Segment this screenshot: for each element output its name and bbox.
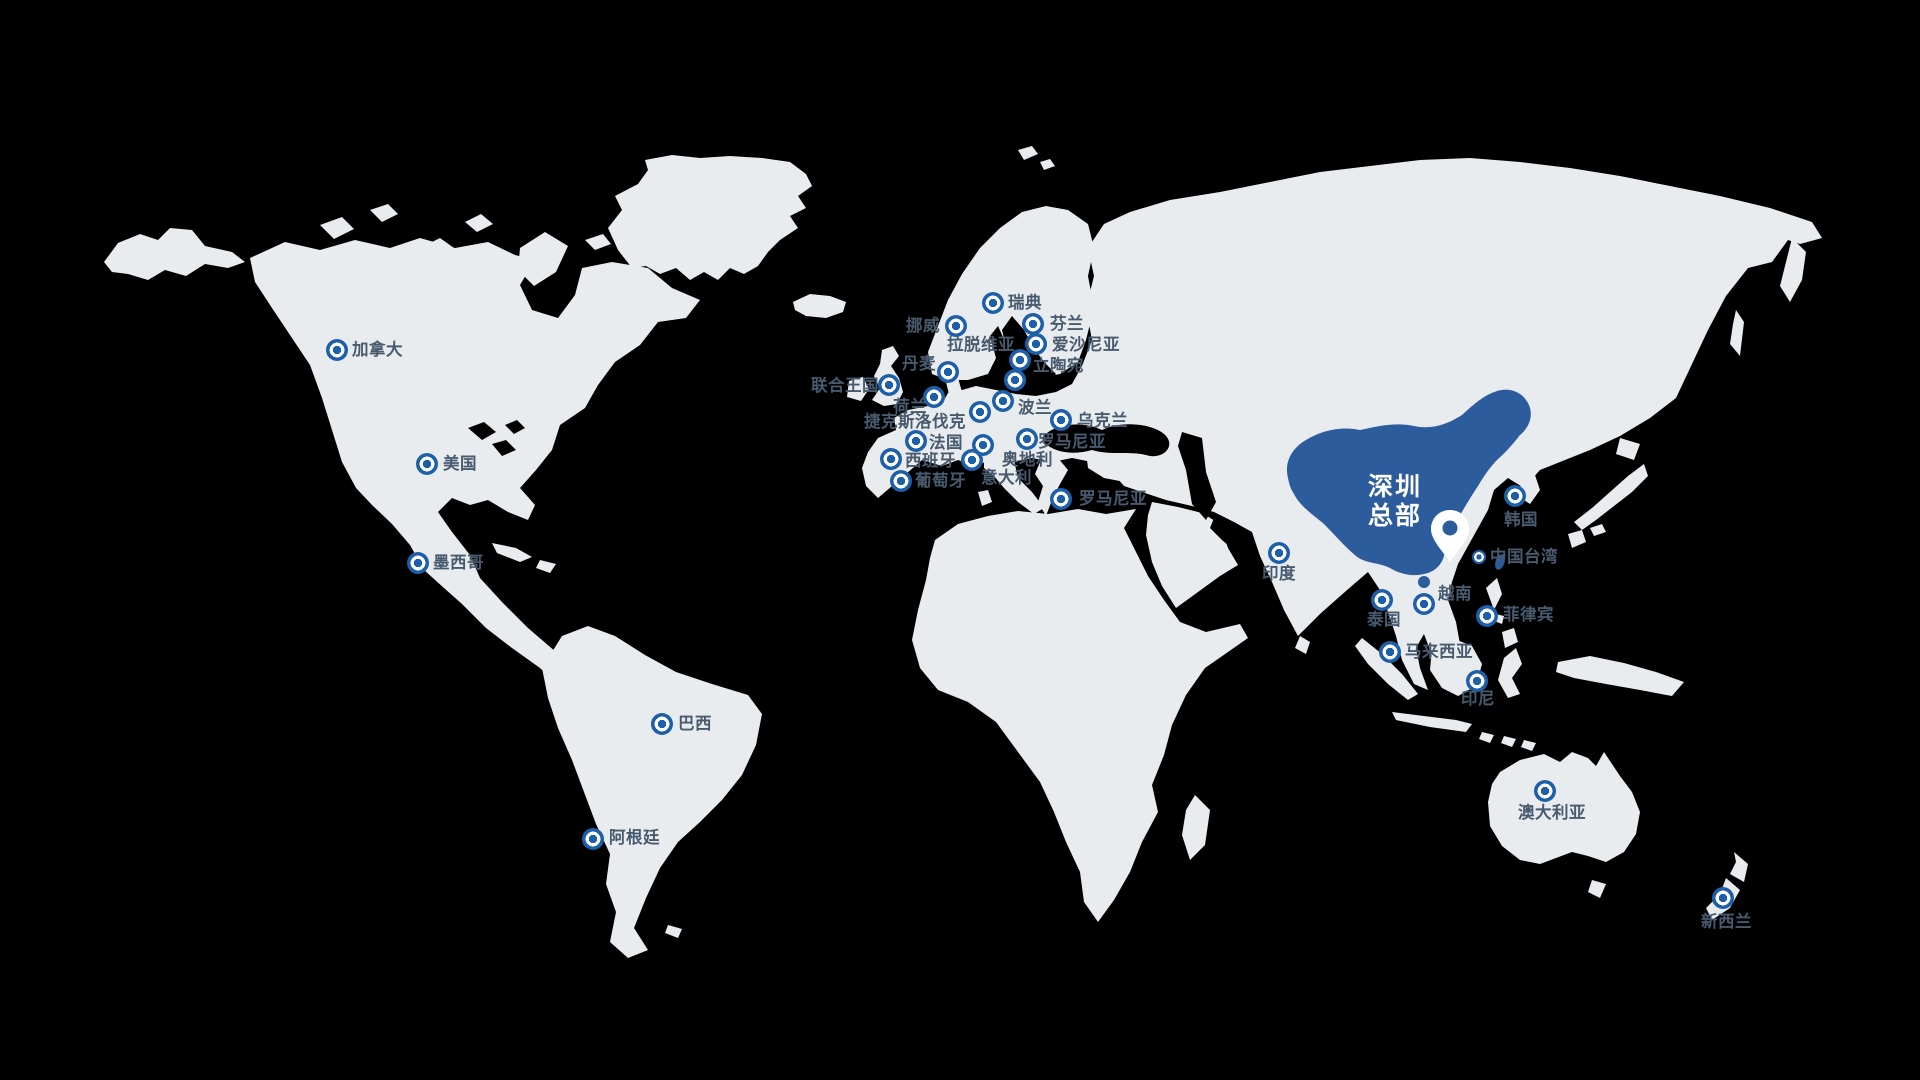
location-label: 波兰	[1018, 398, 1052, 417]
location-marker	[905, 430, 927, 452]
headquarters-label: 深圳 总部	[1368, 472, 1422, 530]
location-label: 奥地利	[1002, 450, 1053, 469]
location-label: 中国台湾	[1490, 547, 1558, 566]
location-marker	[937, 361, 959, 383]
location-marker	[1534, 780, 1556, 802]
seas	[468, 316, 1246, 552]
location-marker	[961, 449, 983, 471]
location-marker	[1004, 369, 1026, 391]
location-label: 挪威	[906, 316, 940, 335]
location-label: 捷克斯洛伐克	[864, 412, 966, 431]
location-marker	[923, 386, 945, 408]
location-marker	[1025, 333, 1047, 355]
location-marker	[982, 292, 1004, 314]
location-label: 印度	[1262, 564, 1296, 583]
hainan-island	[1418, 576, 1430, 588]
location-label: 拉脱维亚	[947, 335, 1015, 354]
location-label: 泰国	[1367, 610, 1401, 629]
location-marker	[945, 315, 967, 337]
location-label: 墨西哥	[433, 553, 484, 572]
location-label: 丹麦	[902, 354, 936, 373]
headquarters-label-line1: 深圳	[1368, 472, 1423, 501]
location-label: 美国	[443, 454, 477, 473]
location-marker	[1504, 485, 1526, 507]
location-marker	[1016, 428, 1038, 450]
location-marker	[1050, 488, 1072, 510]
taiwan-island	[1495, 554, 1505, 570]
location-label: 瑞典	[1008, 293, 1042, 312]
location-marker	[582, 828, 604, 850]
location-label: 西班牙	[905, 451, 956, 470]
location-marker	[1712, 887, 1734, 909]
location-label: 芬兰	[1050, 314, 1084, 333]
location-marker	[651, 713, 673, 735]
location-label: 加拿大	[352, 340, 403, 359]
location-label: 越南	[1438, 584, 1472, 603]
continents	[104, 146, 1822, 958]
location-marker	[407, 552, 429, 574]
location-marker	[1472, 550, 1486, 564]
location-marker	[1413, 593, 1435, 615]
location-label: 法国	[929, 433, 963, 452]
location-label: 新西兰	[1701, 912, 1752, 931]
location-marker	[1022, 313, 1044, 335]
location-marker	[992, 390, 1014, 412]
location-marker	[1050, 409, 1072, 431]
location-marker	[416, 453, 438, 475]
location-marker	[1466, 670, 1488, 692]
location-label: 阿根廷	[609, 828, 660, 847]
location-label: 意大利	[981, 468, 1032, 487]
location-marker	[1379, 641, 1401, 663]
headquarters-pin-icon	[1428, 508, 1472, 564]
location-marker	[1268, 542, 1290, 564]
location-marker	[1009, 349, 1031, 371]
location-label: 澳大利亚	[1518, 803, 1586, 822]
location-marker	[326, 339, 348, 361]
location-label: 印尼	[1461, 689, 1495, 708]
location-label: 韩国	[1504, 510, 1538, 529]
location-label: 立陶宛	[1033, 356, 1084, 375]
location-marker	[878, 374, 900, 396]
location-label: 巴西	[678, 714, 712, 733]
location-label: 菲律宾	[1503, 605, 1554, 624]
location-label: 罗马尼亚	[1038, 432, 1106, 451]
location-label: 联合王国	[811, 376, 879, 395]
location-label: 马来西亚	[1405, 642, 1473, 661]
location-label: 荷兰	[893, 397, 927, 416]
china-region	[1286, 389, 1531, 588]
location-marker	[1371, 589, 1393, 611]
location-marker	[890, 470, 912, 492]
location-label: 爱沙尼亚	[1052, 335, 1120, 354]
location-label: 葡萄牙	[915, 471, 966, 490]
location-label: 罗马尼亚	[1079, 489, 1147, 508]
headquarters-label-line2: 总部	[1368, 501, 1423, 530]
location-marker	[1476, 605, 1498, 627]
location-marker	[969, 401, 991, 423]
location-marker	[880, 448, 902, 470]
location-label: 乌克兰	[1077, 411, 1128, 430]
